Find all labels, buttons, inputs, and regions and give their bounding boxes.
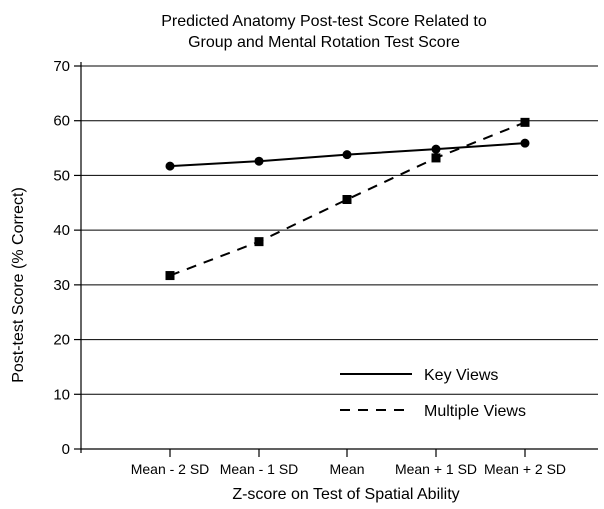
y-tick-label-40: 40 — [53, 222, 70, 239]
data-point-multiple-views-3 — [431, 153, 441, 163]
x-tick-label-4: Mean + 2 SD — [484, 461, 566, 477]
data-point-key-views-2 — [342, 150, 352, 160]
data-point-key-views-0 — [165, 161, 175, 171]
tick-labels: 0 10 20 30 40 50 60 70 Mean - 2 SD Mean - 1 SD Mea… — [53, 58, 566, 477]
chart-title-line-1: Predicted Anatomy Post-test Score Relate… — [161, 13, 487, 30]
chart-title-line-2: Group and Mental Rotation Test Score — [188, 34, 460, 51]
y-axis-label: Post-test Score (% Correct) — [10, 187, 27, 383]
axes — [74, 62, 598, 457]
x-tick-label-0: Mean - 2 SD — [131, 461, 210, 477]
y-tick-label-70: 70 — [53, 58, 70, 75]
y-tick-label-10: 10 — [53, 386, 70, 403]
x-tick-label-2: Mean — [329, 461, 364, 477]
legend-label-multiple-views: Multiple Views — [424, 403, 526, 420]
x-tick-label-3: Mean + 1 SD — [395, 461, 477, 477]
x-axis-label: Z-score on Test of Spatial Ability — [232, 486, 459, 503]
y-tick-label-50: 50 — [53, 167, 70, 184]
data-point-key-views-3 — [431, 144, 441, 154]
data-point-multiple-views-4 — [520, 117, 530, 127]
x-tick-label-1: Mean - 1 SD — [220, 461, 299, 477]
legend-label-key-views: Key Views — [424, 367, 498, 384]
data-point-multiple-views-0 — [165, 271, 175, 281]
legend: Key Views Multiple Views — [340, 367, 526, 420]
data-point-key-views-4 — [520, 138, 530, 148]
data-point-multiple-views-2 — [342, 195, 352, 205]
data-point-key-views-1 — [254, 156, 264, 166]
gridlines — [81, 65, 598, 395]
series-line-multiple-views — [169, 121, 526, 277]
data-point-multiple-views-1 — [254, 237, 264, 247]
series-markers — [165, 117, 530, 281]
y-tick-label-30: 30 — [53, 277, 70, 294]
y-tick-label-0: 0 — [62, 441, 70, 458]
y-tick-label-20: 20 — [53, 332, 70, 349]
y-tick-label-60: 60 — [53, 113, 70, 130]
